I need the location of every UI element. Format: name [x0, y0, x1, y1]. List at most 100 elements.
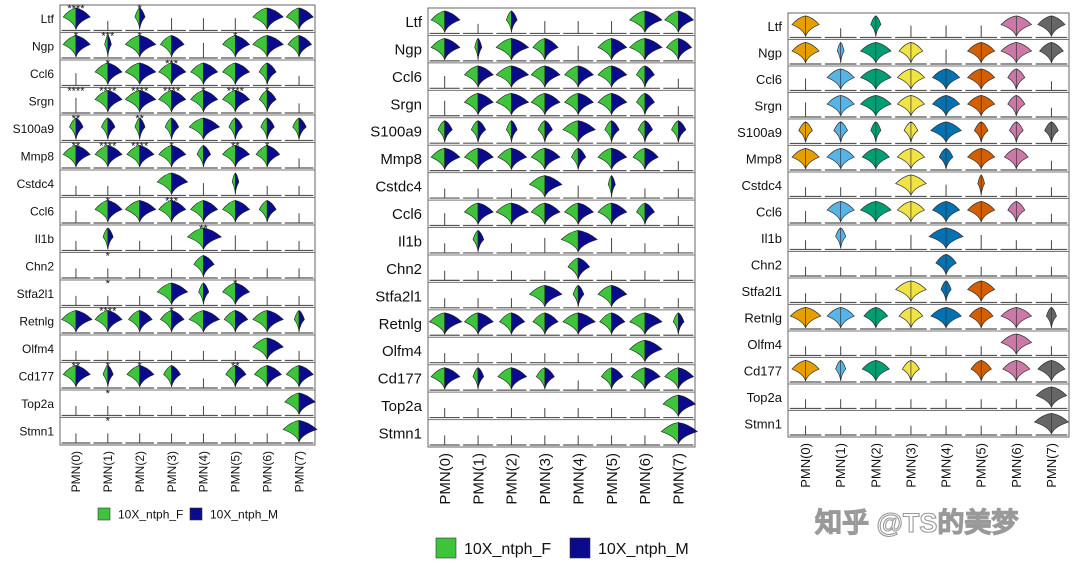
- gene-label: Ngp: [758, 45, 782, 60]
- gene-label: Ltf: [41, 12, 55, 26]
- violin: [859, 94, 892, 117]
- violin-half-f: [495, 202, 512, 225]
- gene-label: Il1b: [761, 231, 782, 246]
- violin-half-m: [107, 227, 114, 250]
- legend-swatch: [97, 507, 111, 521]
- cluster-label: PMN(6): [637, 453, 654, 505]
- violin-half-f: [124, 62, 140, 85]
- violin-half-f: [530, 65, 546, 88]
- violin-half-m: [235, 365, 247, 388]
- violin-half-m: [544, 120, 553, 143]
- violin-half-f: [629, 38, 646, 60]
- violin-half-f: [222, 145, 236, 168]
- violin-half-f: [662, 394, 679, 417]
- gene-label: Chn2: [25, 259, 54, 273]
- significance-stars: ****: [131, 86, 149, 98]
- significance-stars: *: [106, 416, 111, 428]
- violin-half-f: [222, 200, 236, 223]
- violin-half-m: [477, 147, 494, 170]
- violin: [896, 200, 926, 223]
- violin-half-f: [258, 62, 268, 85]
- gene-label: Srgn: [390, 96, 422, 113]
- significance-stars: ****: [67, 86, 85, 98]
- violin-half-f: [562, 312, 579, 335]
- violin-half-m: [235, 90, 251, 113]
- violin-half-f: [636, 202, 646, 225]
- violin-half-m: [266, 35, 284, 58]
- violin-half-f: [629, 339, 646, 362]
- violin-half-m: [203, 117, 221, 140]
- violin-half-m: [644, 147, 659, 170]
- violin-half-m: [107, 200, 123, 223]
- violin-half-m: [577, 65, 594, 88]
- violin-half-m: [107, 34, 112, 58]
- violin-half-f: [102, 227, 109, 250]
- violin-half-f: [62, 365, 77, 388]
- violin-half-m: [75, 35, 91, 58]
- violin: [966, 41, 996, 64]
- cluster-label: PMN(3): [537, 453, 554, 505]
- violin-half-f: [600, 367, 612, 390]
- violin-half-m: [298, 392, 316, 415]
- violin-half-f: [163, 365, 172, 388]
- violin-half-f: [597, 38, 612, 60]
- violin-half-m: [611, 367, 624, 390]
- violin-half-f: [158, 145, 172, 168]
- cluster-label: PMN(4): [197, 451, 211, 492]
- violin-half-m: [107, 145, 123, 168]
- violin: [898, 41, 924, 64]
- significance-stars: *: [138, 3, 143, 15]
- cluster-label: PMN(5): [229, 451, 243, 492]
- violin: [859, 41, 892, 64]
- violin-half-f: [472, 229, 479, 252]
- violin-half-m: [577, 312, 596, 335]
- violin-half-f: [463, 65, 479, 88]
- violin: [1009, 121, 1024, 143]
- cluster-label: PMN(6): [1009, 443, 1024, 488]
- cluster-label: PMN(7): [292, 451, 306, 492]
- gene-label: Ccl6: [756, 72, 782, 87]
- gene-label: Ccl6: [30, 204, 54, 218]
- violin: [1000, 41, 1033, 64]
- violin-half-f: [252, 35, 268, 58]
- violin-half-m: [444, 38, 461, 60]
- violin-half-f: [532, 38, 546, 60]
- cluster-label: PMN(1): [101, 451, 115, 492]
- violin-half-m: [139, 200, 157, 223]
- violin: [968, 306, 994, 329]
- significance-stars: ***: [165, 196, 179, 208]
- violin-half-m: [477, 312, 494, 335]
- significance-stars: ****: [99, 86, 117, 98]
- violin: [789, 306, 822, 329]
- gene-label: Retnlg: [19, 314, 54, 328]
- significance-stars: *: [138, 31, 143, 43]
- violin-half-m: [611, 202, 628, 225]
- violin-half-f: [104, 34, 109, 58]
- significance-stars: ****: [99, 306, 117, 318]
- violin-half-f: [664, 367, 679, 390]
- violin-half-m: [235, 62, 251, 85]
- significance-stars: *: [106, 196, 111, 208]
- violin-half-m: [266, 200, 277, 223]
- violin: [859, 68, 892, 90]
- violin-half-f: [134, 117, 140, 140]
- violin-half-m: [511, 202, 530, 225]
- significance-stars: ****: [99, 141, 117, 153]
- gene-label: Stmn1: [744, 416, 782, 431]
- violin: [870, 15, 882, 37]
- violin-half-f: [198, 282, 204, 305]
- gene-label: Ccl6: [392, 69, 422, 86]
- violin-half-f: [62, 145, 77, 168]
- violin-half-f: [190, 90, 204, 113]
- violin-half-m: [203, 255, 215, 278]
- violin-half-f: [225, 365, 236, 388]
- violin: [1038, 41, 1064, 64]
- violin-half-m: [511, 312, 526, 335]
- violin-half-m: [477, 229, 485, 252]
- violin-half-m: [235, 200, 251, 223]
- violin: [833, 121, 848, 143]
- violin-half-m: [171, 310, 185, 333]
- violin-half-m: [235, 310, 249, 333]
- violin: [791, 41, 820, 64]
- violin-half-m: [644, 367, 661, 390]
